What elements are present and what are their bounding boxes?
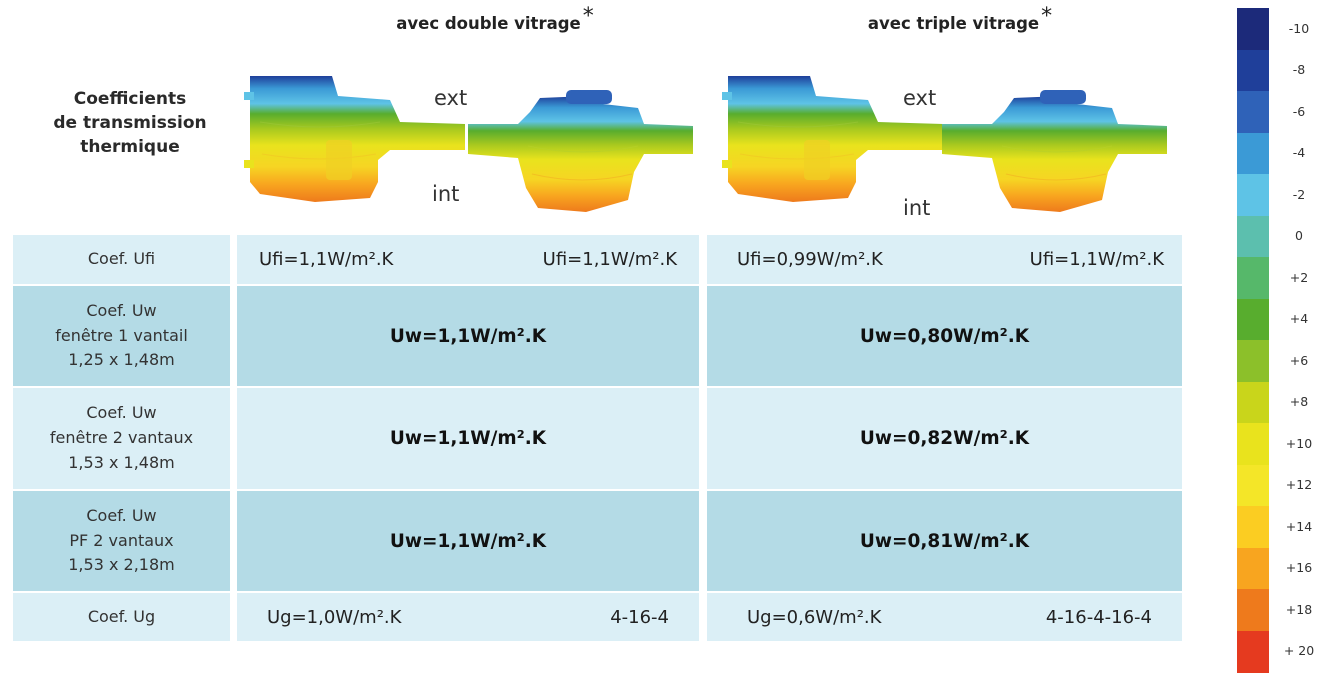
scale-tick-label: +18 — [1285, 601, 1313, 617]
thermal-profile-double-sash — [468, 90, 693, 212]
scale-tick-label: +16 — [1285, 560, 1313, 576]
row-label-uw-2-vantaux: Coef. Uw fenêtre 2 vantaux 1,53 x 1,48m — [13, 388, 230, 489]
scale-tick-label: + 20 — [1283, 643, 1315, 659]
value-text: Ug=1,0W/m².K — [267, 606, 402, 628]
cell-ug-double: Ug=1,0W/m².K 4-16-4 — [237, 593, 699, 641]
scale-tick-label: +8 — [1289, 394, 1309, 410]
scale-swatch — [1237, 589, 1269, 631]
scale-swatch — [1237, 215, 1269, 258]
row-label-line: Coef. Ufi — [87, 249, 156, 269]
scale-swatch — [1237, 464, 1269, 507]
row-label-ug: Coef. Ug — [13, 593, 230, 641]
row-title: Coefficients de transmission thermique — [40, 88, 220, 159]
row-title-line: Coefficients — [73, 89, 187, 109]
int-label: int — [903, 196, 931, 220]
scale-swatch — [1237, 49, 1269, 92]
int-label: int — [432, 182, 460, 206]
cell-ufi-triple: Ufi=0,99W/m².K Ufi=1,1W/m².K — [707, 235, 1182, 284]
row-label-line: PF 2 vantaux — [69, 530, 174, 550]
row-label-line: 1,53 x 2,18m — [68, 555, 175, 575]
scale-tick-label: -2 — [1292, 186, 1306, 202]
row-label-line: Coef. Uw — [86, 505, 157, 525]
row-label-line: fenêtre 1 vantail — [55, 325, 188, 345]
value-text: Ug=0,6W/m².K — [747, 606, 882, 628]
row-title-line: thermique — [80, 136, 180, 157]
row-label-line: Coef. Uw — [86, 403, 157, 423]
scale-tick-label: 0 — [1295, 228, 1303, 244]
row-label-ufi: Coef. Ufi — [13, 235, 230, 284]
scale-swatch — [1237, 630, 1269, 673]
scale-swatch — [1237, 547, 1269, 590]
scale-tick-label: +10 — [1285, 435, 1313, 451]
scale-swatch — [1237, 132, 1269, 175]
scale-tick-label: +14 — [1285, 518, 1313, 534]
scale-swatch — [1237, 257, 1269, 299]
value-text: 4-16-4 — [610, 606, 669, 628]
scale-swatch — [1237, 423, 1269, 465]
scale-tick-label: -8 — [1292, 62, 1306, 78]
scale-swatch — [1237, 340, 1269, 382]
value-text: Uw=1,1W/m².K — [389, 325, 547, 347]
scale-swatch — [1237, 91, 1269, 133]
row-label-line: fenêtre 2 vantaux — [49, 428, 194, 448]
row-label-line: Coef. Uw — [86, 300, 157, 320]
cell-uw-1-vantail-triple: Uw=0,80W/m².K — [707, 286, 1182, 386]
footnote-star-icon: * — [1041, 4, 1053, 29]
value-text: Ufi=1,1W/m².K — [1029, 249, 1164, 270]
row-title-line: de transmission — [53, 112, 207, 133]
cell-uw-pf-triple: Uw=0,81W/m².K — [707, 491, 1182, 591]
value-text: Uw=0,81W/m².K — [859, 530, 1030, 552]
scale-tick-label: +12 — [1285, 477, 1313, 493]
cell-ug-triple: Ug=0,6W/m².K 4-16-4-16-4 — [707, 593, 1182, 641]
column-heading-double-label: avec double vitrage — [396, 14, 581, 33]
ext-label: ext — [434, 86, 468, 110]
value-text: Ufi=1,1W/m².K — [542, 249, 677, 270]
row-label-uw-1-vantail: Coef. Uw fenêtre 1 vantail 1,25 x 1,48m — [13, 286, 230, 386]
scale-swatch — [1237, 381, 1269, 424]
value-text: Uw=1,1W/m².K — [389, 428, 547, 449]
value-text: Uw=0,82W/m².K — [859, 428, 1030, 449]
column-heading-triple-label: avec triple vitrage — [867, 14, 1040, 33]
scale-swatch — [1237, 506, 1269, 548]
thermal-profile-double-frame — [244, 76, 465, 202]
footnote-star-icon: * — [582, 4, 594, 29]
cell-uw-pf-double: Uw=1,1W/m².K — [237, 491, 699, 591]
row-label-line: 1,25 x 1,48m — [68, 350, 175, 370]
cell-uw-2-vantaux-double: Uw=1,1W/m².K — [237, 388, 699, 489]
row-label-uw-pf-2-vantaux: Coef. Uw PF 2 vantaux 1,53 x 2,18m — [13, 491, 230, 591]
scale-tick-label: -10 — [1288, 20, 1310, 36]
column-heading-triple: avec triple vitrage* — [810, 4, 1110, 35]
scale-swatch — [1237, 174, 1269, 216]
column-heading-double: avec double vitrage* — [330, 4, 660, 35]
temperature-scale-bar — [1237, 8, 1269, 673]
cell-ufi-double: Ufi=1,1W/m².K Ufi=1,1W/m².K — [237, 235, 699, 284]
scale-swatch — [1237, 8, 1269, 50]
cell-uw-1-vantail-double: Uw=1,1W/m².K — [237, 286, 699, 386]
ext-label: ext — [903, 86, 937, 110]
scale-tick-label: +4 — [1289, 311, 1309, 327]
thermal-profile-triple-frame — [722, 76, 943, 202]
scale-tick-label: -6 — [1292, 103, 1306, 119]
scale-swatch — [1237, 298, 1269, 341]
value-text: Uw=0,80W/m².K — [859, 325, 1030, 347]
value-text: 4-16-4-16-4 — [1045, 606, 1152, 628]
value-text: Uw=1,1W/m².K — [389, 530, 547, 552]
scale-tick-label: -4 — [1292, 145, 1306, 161]
row-label-line: 1,53 x 1,48m — [68, 452, 175, 472]
value-text: Ufi=1,1W/m².K — [259, 249, 394, 270]
cell-uw-2-vantaux-triple: Uw=0,82W/m².K — [707, 388, 1182, 489]
row-label-line: Coef. Ug — [87, 606, 156, 626]
thermal-profile-triple-sash — [942, 90, 1167, 212]
scale-tick-label: +2 — [1289, 269, 1309, 285]
scale-tick-label: +6 — [1289, 352, 1309, 368]
value-text: Ufi=0,99W/m².K — [737, 249, 883, 270]
